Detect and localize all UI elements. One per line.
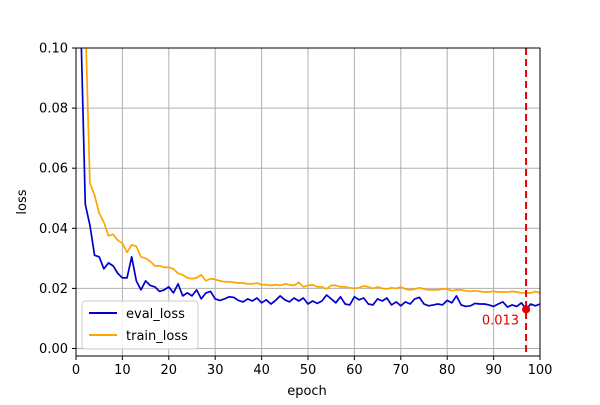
- x-tick-label: 70: [393, 363, 410, 378]
- series-line-train-loss: [85, 48, 540, 294]
- y-tick-label: 0.10: [39, 42, 68, 57]
- x-tick-label: 40: [253, 363, 270, 378]
- best-eval-marker: [522, 305, 531, 314]
- x-tick-label: 80: [439, 363, 456, 378]
- x-tick-label: 90: [485, 363, 502, 378]
- x-tick-label: 100: [528, 363, 553, 378]
- best-eval-label: 0.013: [482, 313, 519, 328]
- y-tick-label: 0.04: [39, 222, 68, 237]
- axes: 0 10 20 30 40 50 60 70 80 90 100 0.00 0.02 0.04 0.06 0.…: [39, 42, 552, 379]
- legend-label-eval-loss: eval_loss: [126, 307, 185, 322]
- x-tick-label: 0: [72, 363, 80, 378]
- y-tick-label: 0.02: [39, 282, 68, 297]
- legend-label-train-loss: train_loss: [126, 329, 188, 344]
- x-tick-label: 60: [346, 363, 363, 378]
- annotation-layer: 0.013: [482, 48, 531, 356]
- series-line-eval-loss: [80, 48, 540, 311]
- y-tick-label: 0.08: [39, 102, 68, 117]
- x-axis-label: epoch: [287, 384, 327, 399]
- x-tick-label: 30: [207, 363, 224, 378]
- x-tick-label: 50: [300, 363, 317, 378]
- x-tick-label: 20: [161, 363, 178, 378]
- y-tick-label: 0.06: [39, 162, 68, 177]
- y-axis-label: loss: [15, 189, 30, 214]
- legend: eval_loss train_loss: [81, 300, 199, 350]
- y-tick-label: 0.00: [39, 342, 68, 357]
- series-layer: [80, 48, 540, 311]
- x-tick-label: 10: [114, 363, 131, 378]
